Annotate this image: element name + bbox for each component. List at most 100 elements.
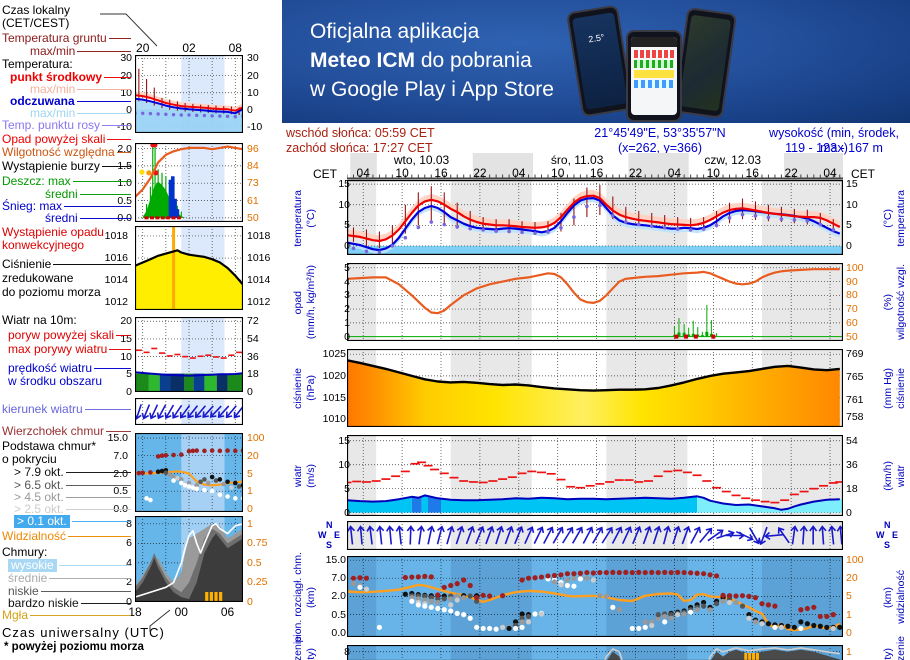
- mini-hour-label: 20: [136, 41, 150, 55]
- mini-utc-label: 00: [174, 605, 188, 619]
- axis-tick: 0: [126, 596, 132, 608]
- legend-leader-line: [116, 335, 131, 336]
- day-label: wto, 10.03: [393, 153, 450, 167]
- legend-label: niskie: [8, 584, 39, 598]
- legend-leader-line: [104, 77, 131, 78]
- axis-tick: 90: [846, 275, 858, 288]
- axis-tick: 0: [344, 330, 350, 343]
- legend-item: zredukowane: [2, 272, 133, 285]
- cloud-cover-chart-partial: [347, 645, 843, 660]
- axis-tick: 758: [846, 411, 864, 424]
- axis-tick: 0.25: [247, 576, 268, 589]
- axis-unit-left: (mm/h, kg/m²/h): [305, 265, 317, 340]
- phone-mockup-left: 2.5°: [566, 4, 634, 118]
- legend-label: Temp. punktu rosy: [2, 118, 101, 132]
- legend-leader-line: [49, 578, 131, 579]
- legend-label: Śnieg: max: [2, 199, 63, 213]
- axis-tick: 5: [344, 482, 350, 495]
- legend-label: Wilgotność względna: [2, 145, 115, 159]
- legend-leader-line: [76, 101, 131, 102]
- mini-hour-label: 08: [228, 41, 242, 55]
- legend-item: niskie: [8, 585, 133, 598]
- legend-label: Wierzchołek chmur: [2, 424, 105, 438]
- legend-label: Ciśnienie: [2, 257, 52, 271]
- axis-name-left: ciśnienie: [292, 367, 304, 409]
- axis-tick: 765: [846, 370, 864, 383]
- axis-tick: 18: [247, 368, 259, 381]
- axis-tick: 20: [120, 315, 132, 328]
- axis-unit-left: (km): [305, 586, 317, 608]
- day-label: śro, 11.03: [550, 153, 604, 167]
- hour-label: 04: [356, 166, 370, 180]
- axis-tick: 70: [846, 303, 858, 316]
- axis-tick: 0: [344, 239, 350, 252]
- legend-leader-line: [58, 565, 131, 566]
- legend-label: max/min: [30, 82, 76, 96]
- axis-tick: 0: [126, 103, 132, 116]
- axis-tick: 15: [338, 178, 350, 191]
- hour-label: 22: [473, 166, 487, 180]
- legend-label: Mgła: [2, 608, 29, 622]
- axis-unit-left: (hPa): [305, 375, 317, 401]
- legend-item: poryw powyżej skali: [8, 329, 133, 342]
- legend-leader-line: [80, 603, 131, 604]
- axis-tick: 0: [247, 386, 253, 398]
- axis-tick: 2: [344, 303, 350, 316]
- banner-line3: w Google Play i App Store: [310, 78, 554, 101]
- legend-item: Podstawa chmur*: [2, 440, 133, 453]
- hour-label: 10: [395, 166, 409, 180]
- axis-tick: 0: [126, 386, 132, 398]
- axis-tick: 8: [344, 645, 350, 658]
- legend-leader-line: [106, 431, 131, 432]
- day-label: czw, 12.03: [704, 153, 762, 167]
- axis-unit-left: (°C): [305, 208, 317, 228]
- legend-label: w środku obszaru: [8, 374, 103, 388]
- hour-label: 22: [628, 166, 643, 180]
- axis-tick: 0.0: [331, 626, 346, 639]
- legend-item: Czas uniwersalny (UTC): [2, 626, 202, 639]
- legend-item: odczuwana: [10, 95, 133, 108]
- hour-label: 16: [589, 166, 604, 180]
- axis-tick: 5: [344, 261, 350, 274]
- axis-name-right: ciśnienie: [895, 367, 907, 409]
- phone-screen-meteogram: [631, 37, 677, 115]
- legend-item: > 2.5 okt.: [14, 503, 133, 516]
- legend-leader-line: [101, 166, 131, 167]
- legend-label: Temperatura gruntu: [2, 31, 107, 45]
- axis-unit-right: (mm Hg): [882, 367, 894, 409]
- legend-item: w środku obszaru: [8, 375, 133, 388]
- axis-tick: 54: [846, 434, 858, 447]
- legend-leader-line: [108, 38, 131, 39]
- legend-item: kierunek wiatru: [2, 403, 133, 416]
- axis-tick: 100: [247, 432, 265, 444]
- legend-label: max/min: [30, 106, 76, 120]
- wind-chart: [347, 435, 843, 516]
- legend-item: max/min: [30, 83, 133, 96]
- legend-item: > 6.5 okt.: [14, 479, 133, 492]
- axis-tick: 1015: [322, 391, 346, 404]
- altitude-label: wysokość (min, środek, max): [769, 126, 899, 155]
- axis-tick: 0: [846, 626, 852, 639]
- axis-tick: 0.5: [247, 556, 262, 569]
- axis-tick: 4: [344, 275, 350, 288]
- legend-label: Deszcz: max: [2, 174, 71, 188]
- axis-tick: 10: [338, 198, 350, 211]
- mini-precip-chart: [135, 143, 243, 222]
- app-banner[interactable]: Oficjalna aplikacja Meteo ICM do pobrani…: [282, 0, 910, 123]
- legend-label: punkt środkowy: [10, 70, 103, 84]
- axis-tick: 36: [247, 350, 259, 363]
- legend-label: > 2.5 okt.: [14, 502, 64, 516]
- mini-wind-direction-strip: [135, 398, 243, 425]
- legend-item: punkt środkowy: [10, 71, 133, 84]
- pressure-chart: [347, 349, 843, 427]
- phone-screen-map: [678, 14, 732, 112]
- legend-label: średni: [45, 211, 78, 225]
- sunset-text: zachód słońca: 17:27 CET: [286, 141, 433, 155]
- axis-name-left: zachmurzenie: [292, 636, 304, 660]
- mini-wind-chart: [135, 317, 243, 392]
- mini-cloud-cover-chart: [135, 516, 243, 602]
- axis-tick: 1014: [104, 274, 128, 287]
- axis-tick: 80: [846, 289, 858, 302]
